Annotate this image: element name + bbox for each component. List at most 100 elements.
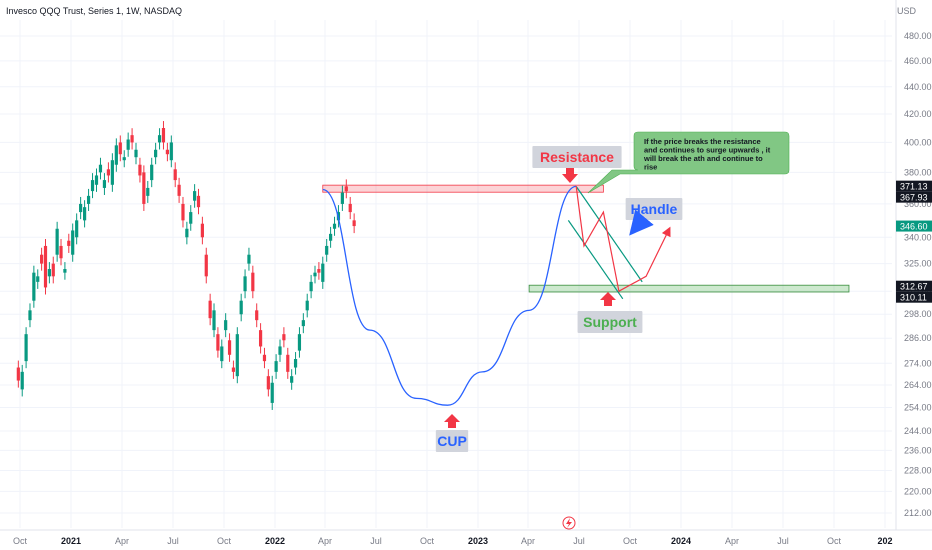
x-tick-label: 202: [877, 536, 892, 546]
candle-body: [189, 212, 193, 224]
note-callout-line: will break the ath and continue to: [643, 154, 763, 163]
candle: [161, 121, 166, 150]
note-callout-line: If the price breaks the resistance: [644, 137, 761, 146]
candle-body: [114, 145, 118, 165]
candle-body: [274, 361, 278, 372]
candle-body: [126, 139, 130, 150]
candle: [51, 256, 55, 284]
candle: [36, 269, 40, 289]
price-label-bg: [896, 191, 932, 203]
candle: [150, 157, 154, 188]
price-label-bg: [896, 291, 932, 303]
candle: [231, 360, 236, 379]
candle: [313, 265, 317, 284]
candle-body: [290, 376, 294, 383]
candle: [134, 142, 138, 165]
candle: [212, 303, 216, 338]
candle: [340, 185, 344, 211]
candle: [227, 333, 232, 362]
candle-body: [220, 346, 224, 362]
x-tick-label: Oct: [827, 536, 842, 546]
candle-body: [43, 245, 48, 288]
candle-body: [235, 334, 239, 377]
price-label: 310.11: [896, 291, 932, 303]
candle-body: [247, 254, 251, 264]
candle: [262, 347, 267, 369]
price-label-text: 312.67: [900, 282, 928, 292]
resistance-down-arrow-icon: [562, 168, 578, 183]
candle-body: [239, 300, 243, 315]
candle-body: [177, 184, 181, 196]
y-tick-label: 254.00: [904, 402, 932, 412]
candle: [329, 226, 333, 248]
candle-body: [106, 169, 110, 176]
candle: [290, 369, 294, 390]
y-tick-label: 480.00: [904, 31, 932, 41]
y-tick-label: 380.00: [904, 167, 932, 177]
candle-body: [63, 269, 67, 273]
candle-body: [134, 149, 138, 158]
candle-body: [146, 187, 150, 196]
candle-body: [332, 223, 337, 229]
candle-body: [208, 300, 212, 319]
candle-body: [157, 135, 162, 143]
candle: [114, 138, 118, 172]
support-tag: Support: [577, 311, 643, 333]
candle: [28, 303, 32, 328]
candle: [332, 216, 337, 236]
resistance-tag: Resistance: [532, 146, 622, 168]
candle: [71, 223, 75, 262]
candle-body: [204, 254, 208, 277]
candle-body: [51, 263, 55, 277]
candle: [321, 256, 325, 289]
x-tick-label: 2024: [671, 536, 691, 546]
candle: [118, 135, 122, 162]
resistance-zone: [322, 184, 604, 193]
candle-body: [98, 164, 103, 173]
y-tick-label: 236.00: [904, 445, 932, 455]
candle-body: [266, 376, 270, 390]
y-tick-label: 460.00: [904, 56, 932, 66]
handle-channel-upper: [575, 186, 643, 283]
candle: [189, 205, 193, 231]
candle-body: [352, 220, 356, 227]
candle-body: [24, 334, 28, 362]
candle: [293, 352, 298, 375]
candle: [185, 221, 189, 245]
candle: [55, 221, 59, 262]
candle: [63, 262, 67, 280]
note-callout-line: rise: [644, 163, 657, 172]
candle-body: [169, 142, 173, 161]
candle: [138, 157, 142, 183]
lightning-icon-bolt: [566, 518, 572, 528]
candle: [247, 247, 251, 271]
candle-body: [142, 172, 146, 204]
candle-body: [317, 269, 321, 273]
candle: [282, 327, 286, 348]
x-tick-label: Oct: [13, 536, 28, 546]
cup-tag-text: CUP: [437, 433, 467, 449]
x-tick-label: Jul: [370, 536, 382, 546]
y-tick-label: 325.00: [904, 259, 932, 269]
candle: [309, 274, 313, 299]
currency-label: USD: [896, 6, 916, 16]
candle: [24, 327, 28, 369]
price-label-bg: [896, 180, 932, 192]
cup-tag-bg: [435, 430, 469, 452]
candle-body: [270, 382, 274, 403]
y-tick-label: 264.00: [904, 380, 932, 390]
candle-body: [154, 149, 158, 158]
y-tick-label: 400.00: [904, 137, 932, 147]
candle-body: [59, 245, 63, 259]
candle: [239, 293, 243, 322]
candles: [16, 121, 356, 410]
candle: [352, 213, 356, 234]
cup-curve: [322, 185, 577, 406]
handle-channel-lower: [567, 220, 624, 300]
support-zone: [528, 284, 850, 293]
candle: [317, 262, 321, 280]
candle-body: [258, 330, 263, 347]
price-label-text: 310.11: [900, 293, 927, 303]
candle: [286, 347, 290, 379]
